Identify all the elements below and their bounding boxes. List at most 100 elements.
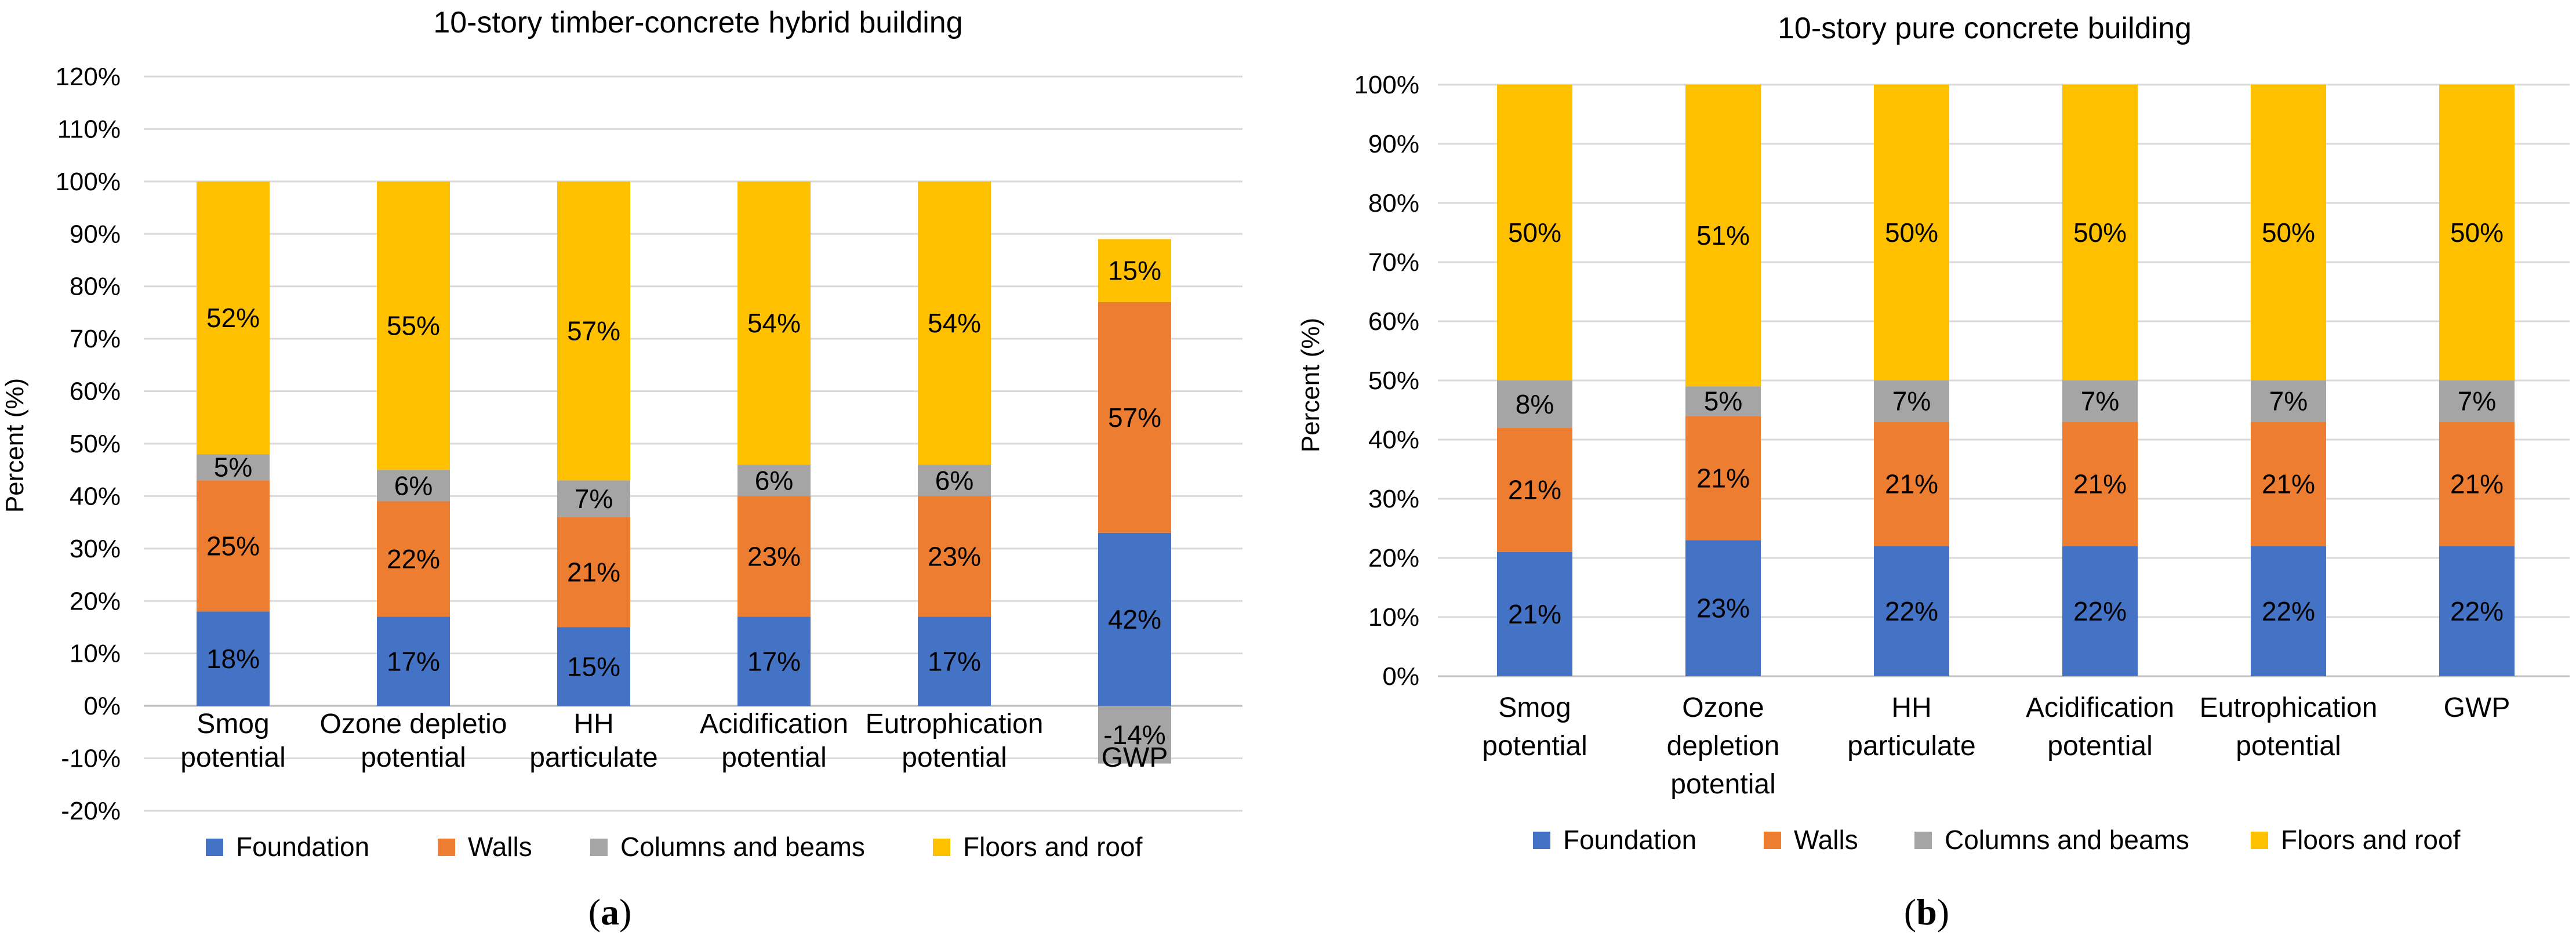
bar-segment-foundation <box>737 616 811 706</box>
bar-segment-foundation <box>918 616 991 706</box>
data-label: 54% <box>747 308 801 338</box>
data-label: 5% <box>1704 386 1742 416</box>
category-label: Smog <box>197 709 269 739</box>
bar-segment-columns-beams <box>557 480 630 517</box>
data-label: 22% <box>1885 596 1938 626</box>
chart-a-data-labels: 18% 25% 5% 52% 17% 22% 6% 55% 15% 21% 7% 57% 17% 23% 6… <box>206 256 1166 750</box>
bar-segment-columns-beams <box>377 470 450 502</box>
y-tick-label: 0% <box>1382 662 1419 691</box>
chart-a-bars <box>197 181 1171 764</box>
data-label: 25% <box>206 531 260 561</box>
data-label: 50% <box>2450 217 2504 248</box>
y-tick-label: 100% <box>1354 71 1419 99</box>
category-label: potential <box>2236 731 2341 761</box>
category-label: potential <box>721 742 826 773</box>
chart-a-y-tick-labels: 120% 110% 100% 90% 80% 70% 60% 50% 40% 30% 20% 10% 0… <box>55 63 121 825</box>
category-label: depletion <box>1667 731 1780 761</box>
bar-segment-walls <box>197 480 270 612</box>
bar-segment-foundation <box>2439 546 2515 676</box>
data-label: 15% <box>567 651 620 681</box>
data-label: 17% <box>747 646 801 676</box>
bar-segment-columns-beams <box>2251 380 2326 422</box>
bar-segment-walls <box>557 517 630 628</box>
legend-swatch-columns-beams <box>590 839 608 856</box>
data-label: 21% <box>2450 469 2504 499</box>
y-tick-label: 0% <box>83 692 121 720</box>
chart-a-title: 10-story timber-concrete hybrid building <box>433 6 962 39</box>
data-label: 50% <box>1885 217 1938 248</box>
y-tick-label: 60% <box>1368 307 1419 336</box>
bar-segment-foundation <box>557 627 630 706</box>
bar-segment-floors-roof <box>1874 85 1949 380</box>
category-label: Ozone depletio <box>320 709 507 739</box>
category-label: Acidification <box>700 709 848 739</box>
y-tick-label: 50% <box>1368 367 1419 395</box>
legend-swatch-columns-beams <box>1914 832 1932 849</box>
category-label: Smog <box>1498 692 1571 723</box>
data-label: 42% <box>1108 604 1161 634</box>
panel-label-b-letter: b <box>1916 891 1937 933</box>
category-label: potential <box>180 742 285 773</box>
y-tick-label: 30% <box>70 535 121 563</box>
legend-swatch-floors-roof <box>2251 832 2268 849</box>
bar-segment-floors-roof <box>918 181 991 465</box>
chart-b-y-axis-label: Percent (%) <box>1296 318 1325 452</box>
legend-swatch-floors-roof <box>933 839 950 856</box>
data-label: 50% <box>2073 217 2127 248</box>
data-label: 57% <box>567 316 620 346</box>
data-label: 15% <box>1108 256 1161 286</box>
bar-segment-columns-beams <box>2062 380 2138 422</box>
data-label: 5% <box>214 452 252 483</box>
y-tick-label: 120% <box>55 63 121 91</box>
data-label: 23% <box>1696 593 1750 623</box>
data-label: -14% <box>1103 720 1165 750</box>
bar-segment-floors-roof <box>2439 85 2515 380</box>
bar-segment-columns-beams <box>918 465 991 496</box>
bar-segment-floors-roof <box>2251 85 2326 380</box>
chart-b-category-labels: Smog potential Ozone depletion potential HH pa… <box>1482 692 2510 800</box>
data-label: 17% <box>928 646 981 676</box>
bar-segment-foundation <box>1098 532 1171 706</box>
bar-segment-walls <box>2439 422 2515 546</box>
data-label: 6% <box>394 470 433 500</box>
category-label: potential <box>2047 731 2152 761</box>
legend-label: Foundation <box>1563 825 1696 855</box>
data-label: 23% <box>747 541 801 571</box>
data-label: 22% <box>2073 596 2127 626</box>
panel-label-a-letter: a <box>601 891 619 933</box>
data-label: 21% <box>1696 463 1750 493</box>
data-label: 51% <box>1696 220 1750 251</box>
y-tick-label: 90% <box>70 220 121 248</box>
y-tick-label: 70% <box>70 325 121 353</box>
bar-segment-floors-roof <box>377 181 450 470</box>
category-label: potential <box>902 742 1007 773</box>
bar-segment-foundation <box>377 616 450 706</box>
bar-segment-walls <box>1685 416 1761 541</box>
category-label: potential <box>1670 769 1775 800</box>
y-tick-label: 50% <box>70 430 121 458</box>
bar-segment-columns-beams <box>197 454 270 481</box>
bar-segment-floors-roof <box>197 181 270 455</box>
legend-label: Walls <box>468 832 532 862</box>
y-tick-label: 100% <box>55 168 121 196</box>
data-label: 22% <box>2450 596 2504 626</box>
bar-segment-floors-roof <box>737 181 811 465</box>
legend-label: Walls <box>1794 825 1858 855</box>
bar-segment-floors-roof <box>1098 239 1171 302</box>
data-label: 21% <box>2262 469 2315 499</box>
bar-segment-walls <box>2062 422 2138 546</box>
bar-segment-columns-beams <box>1098 706 1171 764</box>
data-label: 7% <box>2081 386 2119 416</box>
chart-a-gridlines <box>144 75 1242 812</box>
y-tick-label: 40% <box>1368 426 1419 454</box>
legend-label: Floors and roof <box>963 832 1143 862</box>
data-label: 23% <box>928 541 981 571</box>
bar-segment-floors-roof <box>1497 85 1572 380</box>
data-label: 52% <box>206 303 260 333</box>
data-label: 21% <box>1885 469 1938 499</box>
y-tick-label: 60% <box>70 378 121 406</box>
legend-swatch-walls <box>1764 832 1781 849</box>
category-label: GWP <box>1102 742 1168 773</box>
data-label: 55% <box>387 311 440 341</box>
